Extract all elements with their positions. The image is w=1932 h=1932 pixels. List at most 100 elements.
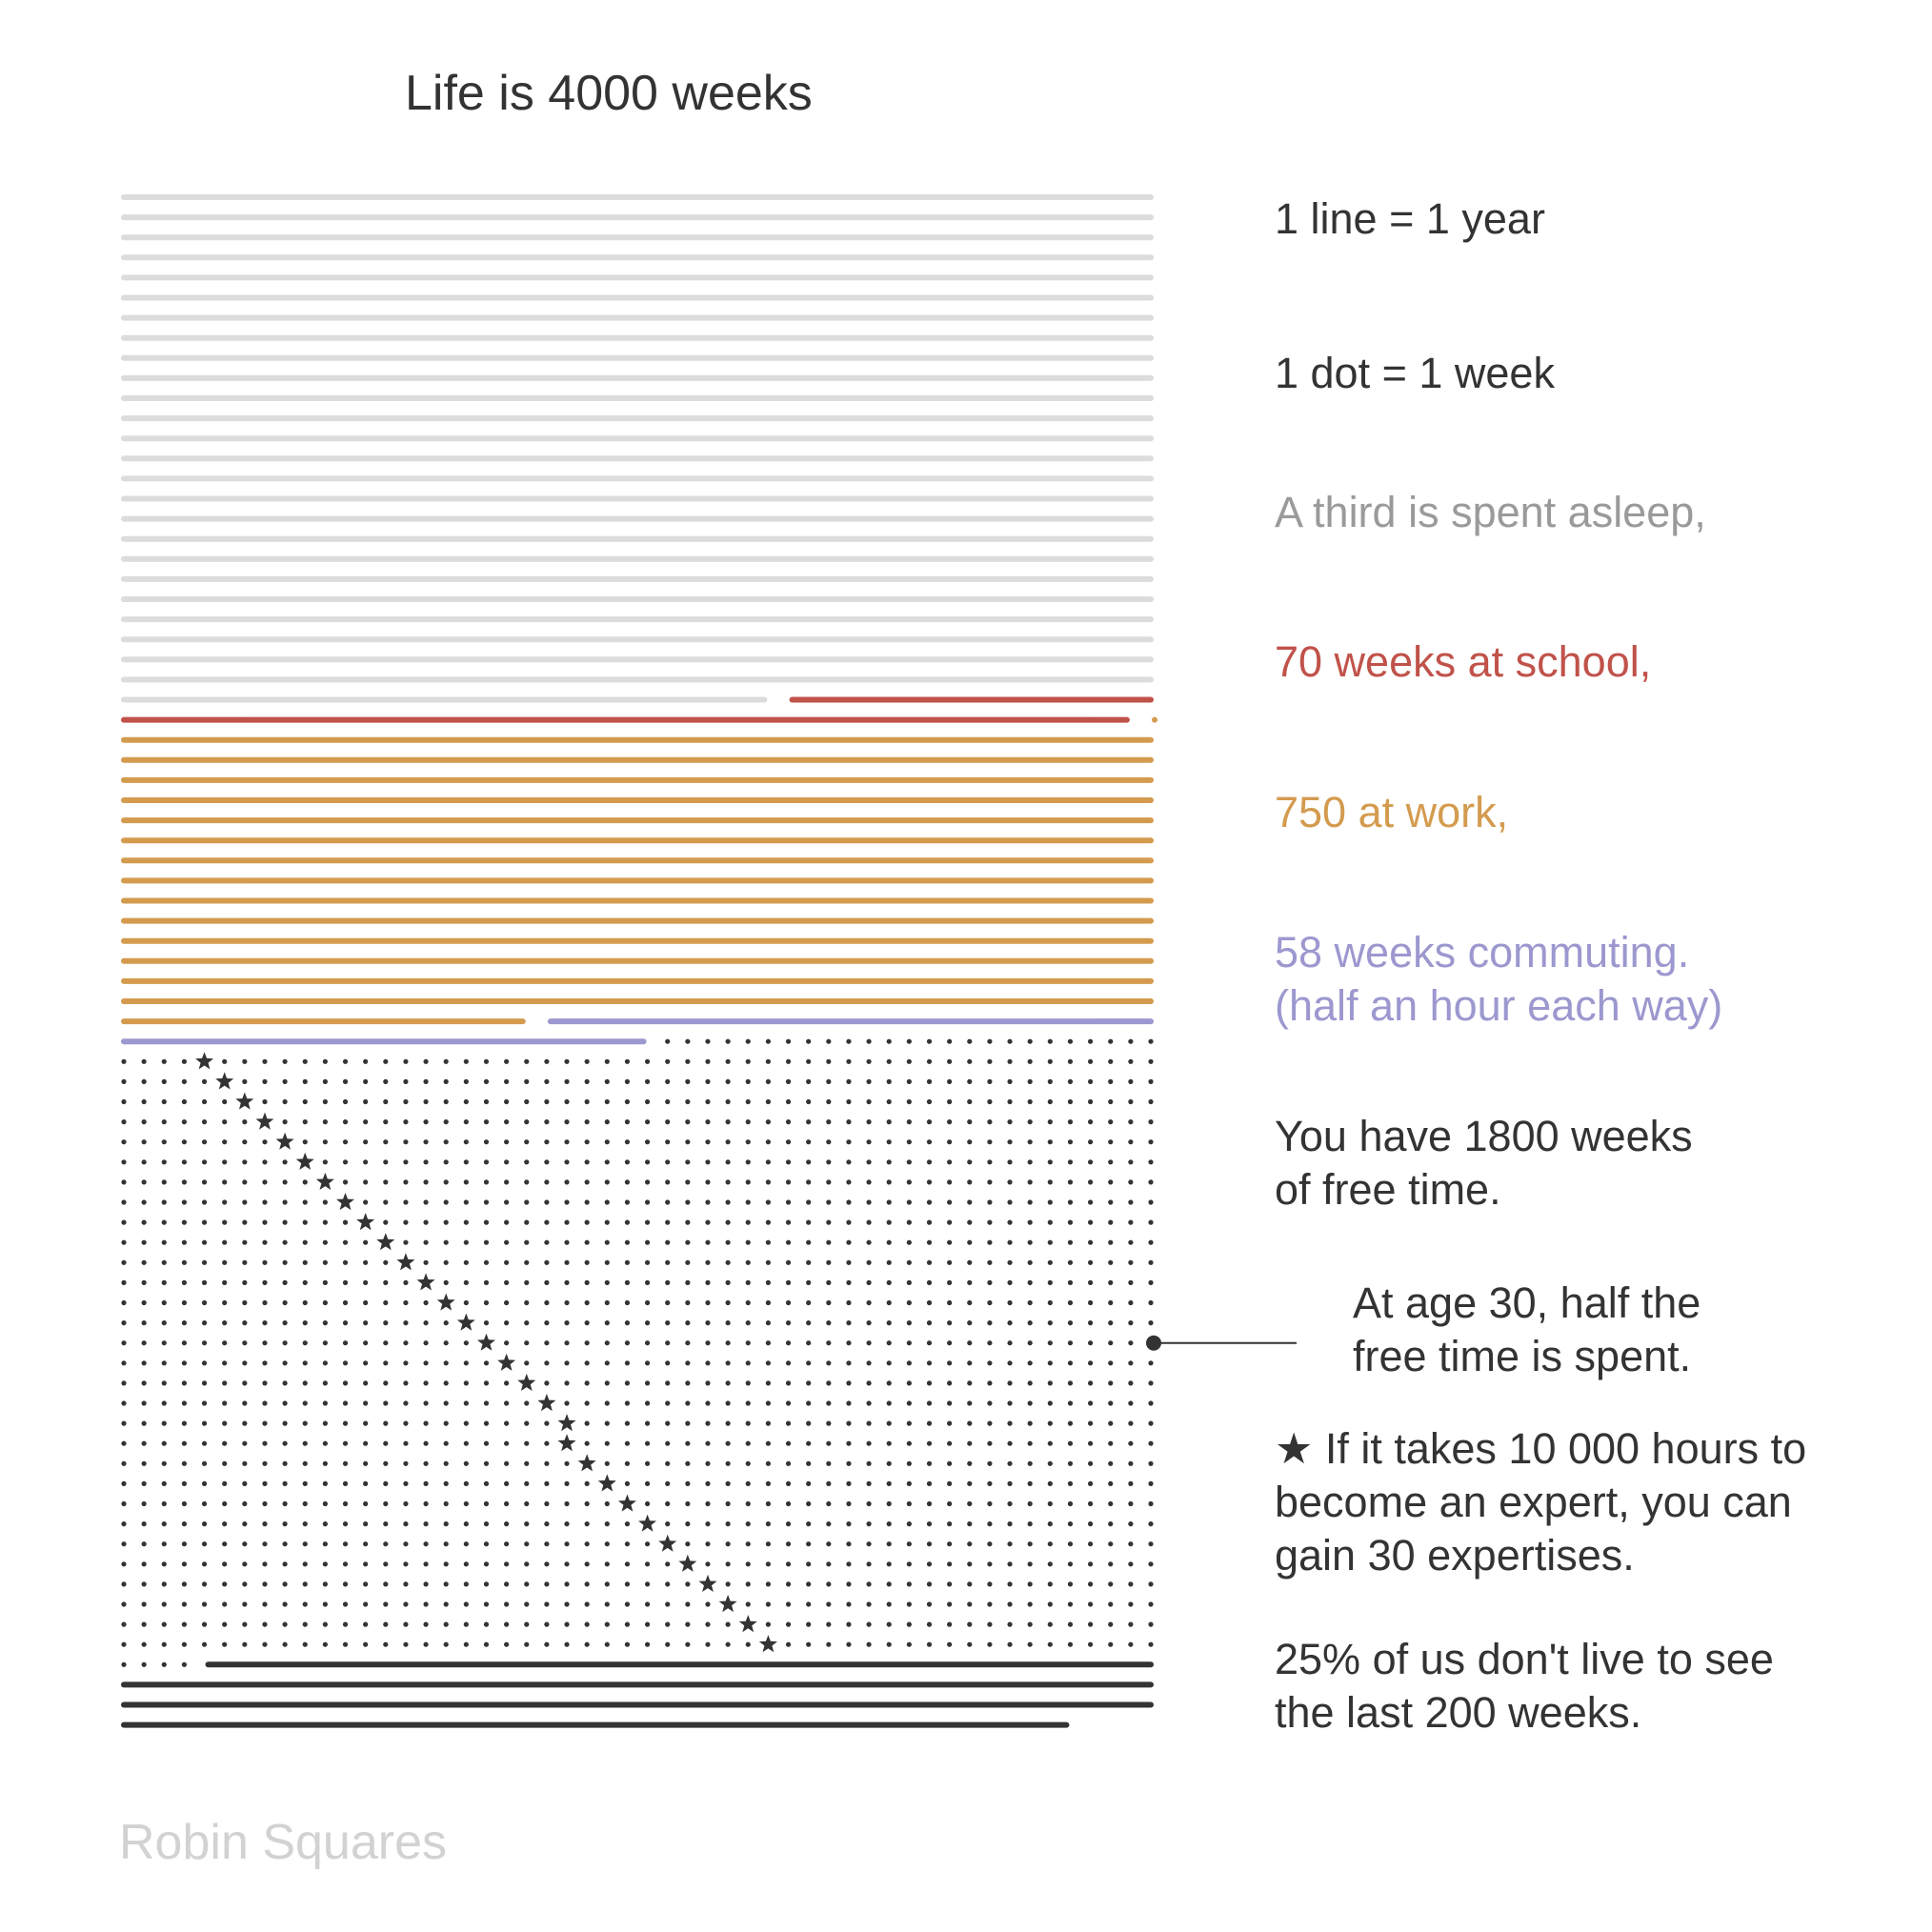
free-week-dot (785, 1159, 792, 1165)
free-week-dot (826, 1581, 832, 1587)
free-week-dot (161, 1078, 167, 1084)
free-week-dot (584, 1159, 590, 1165)
free-week-dot (665, 1219, 671, 1225)
free-week-dot (725, 1038, 731, 1044)
free-week-dot (363, 1621, 369, 1627)
free-week-dot (201, 1259, 208, 1265)
free-week-dot (624, 1561, 631, 1567)
free-week-dot (242, 1581, 248, 1587)
free-week-dot (1148, 1078, 1154, 1084)
free-week-dot (342, 1259, 349, 1265)
free-week-dot (1047, 1259, 1053, 1265)
free-week-dot (383, 1219, 389, 1225)
free-week-dot (745, 1581, 751, 1587)
free-week-dot (785, 1239, 792, 1245)
free-week-dot (1067, 1340, 1074, 1346)
free-week-dot (483, 1259, 490, 1265)
sleep-note: A third is spent asleep, (1275, 488, 1706, 536)
free-week-dot (1087, 1541, 1094, 1547)
free-week-dot (846, 1561, 852, 1567)
free-week-dot (886, 1460, 892, 1466)
free-week-dot (504, 1621, 510, 1627)
free-week-dot (222, 1601, 228, 1607)
free-week-dot (947, 1179, 953, 1185)
free-week-dot (886, 1480, 892, 1486)
free-week-dot (745, 1460, 751, 1466)
free-week-dot (504, 1641, 510, 1647)
free-week-dot (1087, 1179, 1094, 1185)
free-week-dot (725, 1320, 731, 1326)
expert-star-icon (356, 1213, 375, 1231)
free-week-dot (806, 1581, 812, 1587)
free-week-dot (685, 1199, 691, 1205)
free-week-dot (624, 1219, 631, 1225)
free-week-dot (524, 1320, 530, 1326)
free-week-dot (665, 1320, 671, 1326)
free-week-dot (181, 1601, 188, 1607)
free-week-dot (967, 1561, 973, 1567)
free-week-dot (785, 1440, 792, 1446)
free-week-dot (141, 1219, 147, 1225)
free-week-dot (423, 1259, 429, 1265)
free-week-dot (705, 1420, 711, 1426)
free-week-dot (282, 1440, 288, 1446)
free-week-dot (846, 1621, 852, 1627)
free-week-dot (463, 1259, 469, 1265)
free-week-dot (383, 1480, 389, 1486)
free-week-dot (483, 1219, 490, 1225)
free-week-dot (705, 1179, 711, 1185)
free-week-dot (302, 1320, 308, 1326)
free-week-dot (584, 1601, 590, 1607)
free-week-dot (544, 1139, 550, 1145)
free-week-dot (544, 1641, 550, 1647)
free-week-dot (947, 1380, 953, 1386)
free-week-dot (1128, 1380, 1134, 1386)
free-week-dot (584, 1058, 590, 1064)
free-week-dot (181, 1199, 188, 1205)
free-week-dot (604, 1279, 610, 1285)
expert-note: ★ If it takes 10 000 hours to become an … (1275, 1424, 1807, 1580)
free-week-dot (403, 1621, 409, 1627)
expert-star-icon (577, 1454, 596, 1472)
free-week-dot (705, 1279, 711, 1285)
free-week-dot (544, 1360, 550, 1366)
free-week-dot (1128, 1098, 1134, 1105)
free-week-dot (443, 1320, 449, 1326)
free-week-dot (524, 1139, 530, 1145)
free-week-dot (443, 1139, 449, 1145)
free-week-dot (745, 1320, 751, 1326)
free-week-dot (1108, 1058, 1114, 1064)
free-week-dot (1128, 1259, 1134, 1265)
free-week-dot (242, 1380, 248, 1386)
free-week-dot (584, 1420, 590, 1426)
free-week-dot (926, 1159, 933, 1165)
free-week-dot (322, 1159, 328, 1165)
free-week-dot (504, 1320, 510, 1326)
free-week-dot (282, 1641, 288, 1647)
free-week-dot (222, 1139, 228, 1145)
free-week-dot (302, 1500, 308, 1507)
free-week-dot (423, 1179, 429, 1185)
free-week-dot (423, 1119, 429, 1125)
free-week-dot (745, 1480, 751, 1486)
free-week-dot (141, 1641, 147, 1647)
free-week-dot (302, 1279, 308, 1285)
free-week-dot (222, 1460, 228, 1466)
free-week-dot (725, 1440, 731, 1446)
free-week-dot (624, 1380, 631, 1386)
free-week-dot (403, 1360, 409, 1366)
free-week-dot (947, 1440, 953, 1446)
free-week-dot (363, 1058, 369, 1064)
free-week-dot (705, 1521, 711, 1527)
free-week-dot (1047, 1179, 1053, 1185)
free-week-dot (302, 1098, 308, 1105)
free-week-dot (483, 1179, 490, 1185)
free-week-dot (665, 1119, 671, 1125)
free-week-dot (685, 1581, 691, 1587)
free-week-dot (705, 1259, 711, 1265)
free-week-dot (725, 1340, 731, 1346)
free-week-dot (141, 1259, 147, 1265)
free-week-dot (987, 1179, 993, 1185)
free-week-dot (403, 1119, 409, 1125)
free-week-dot (282, 1119, 288, 1125)
